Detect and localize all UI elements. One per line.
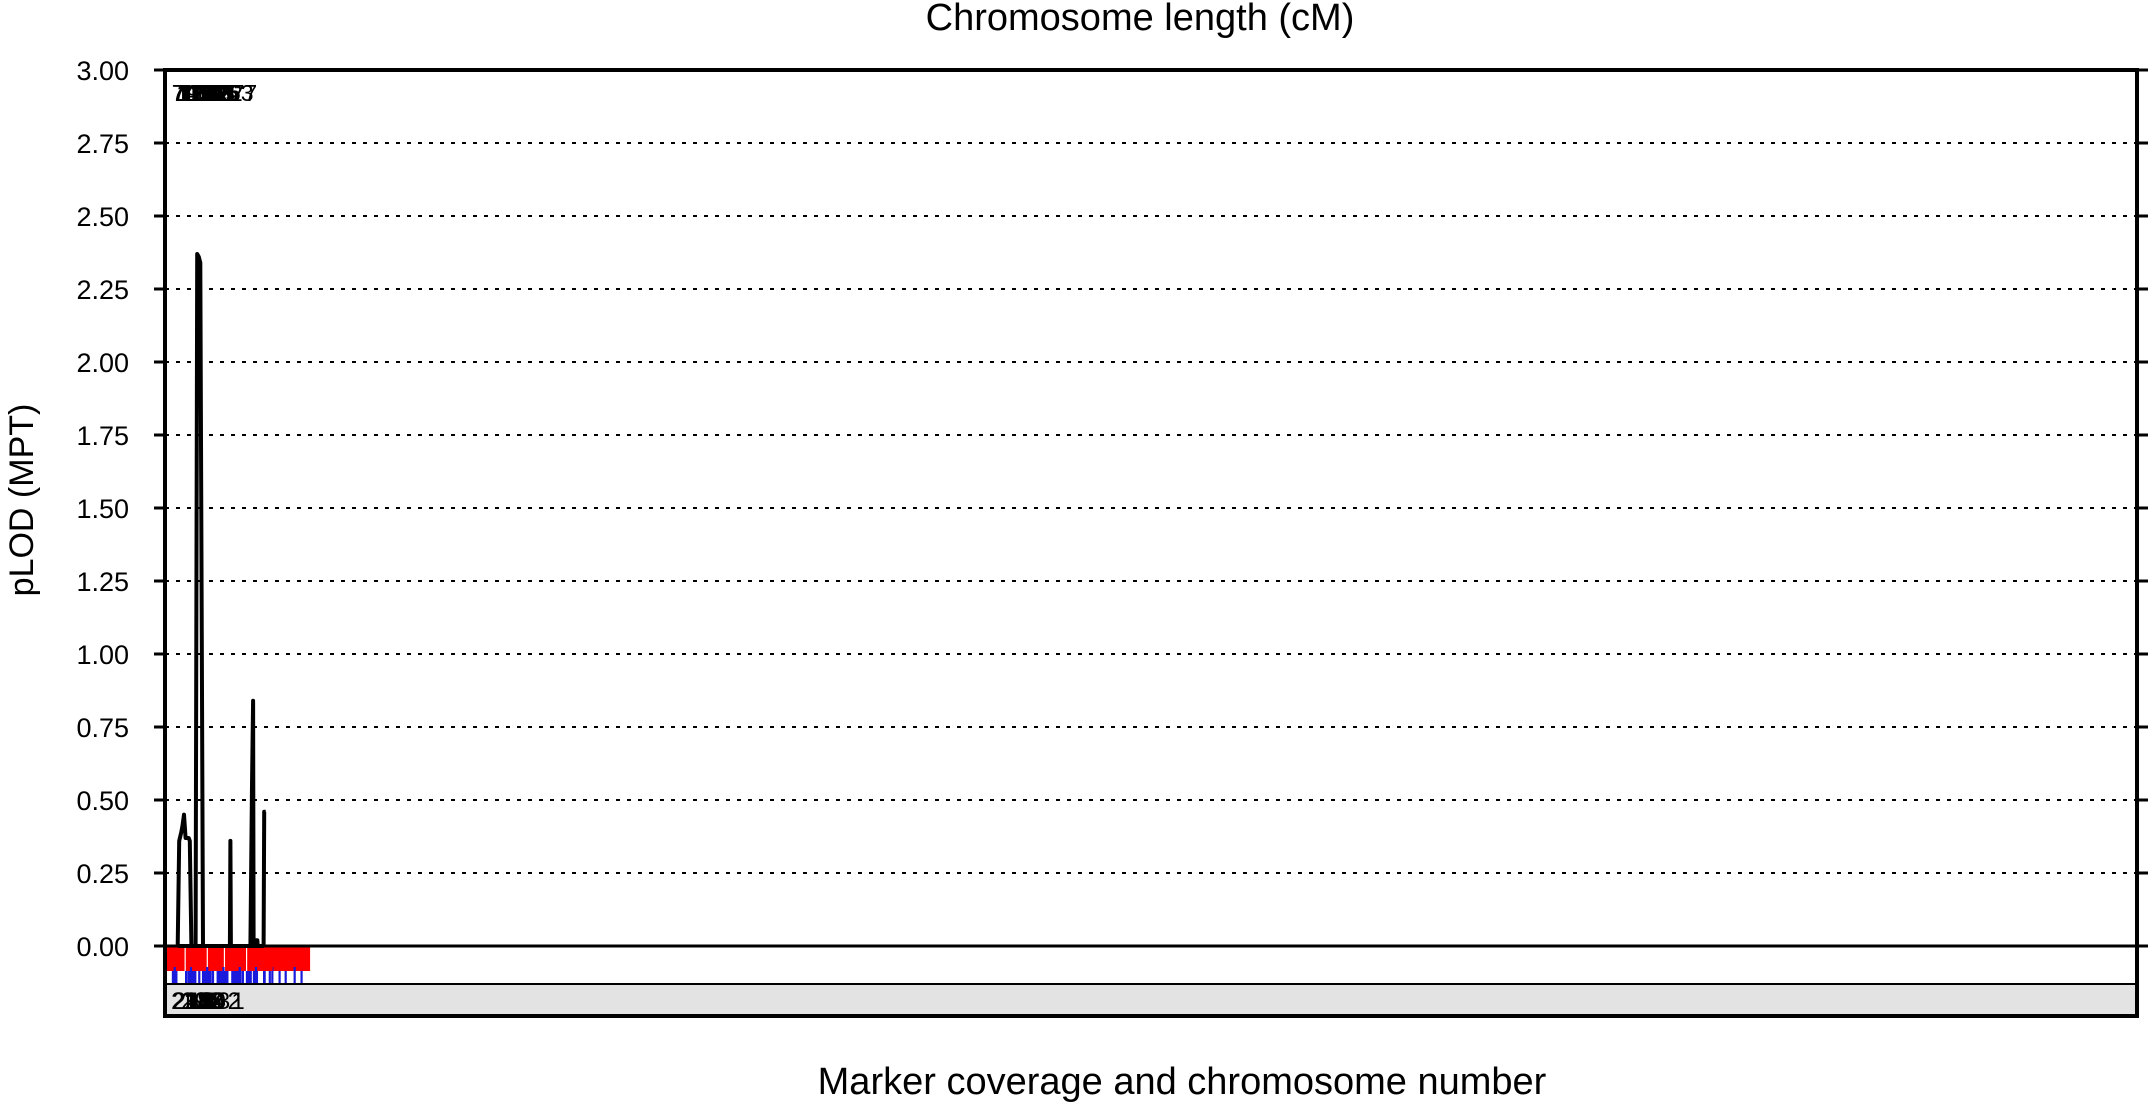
chromosome-number-label: X [207,988,223,1015]
y-tick-label: 1.25 [76,567,129,597]
chromosome-number-label: 14 [185,988,212,1015]
chromosome-number-label: 20 [181,988,208,1015]
y-axis-ticks: 0.00 0.25 0.50 0.75 1.00 1.25 1.50 1.75 2.00 2.25… [76,56,2148,962]
chromosome-number-label: 2 [228,988,241,1015]
chromosome-number-label: 3 [217,988,230,1015]
chromosome-length-label: 155 [187,80,225,106]
y-tick-label: 2.75 [76,129,129,159]
y-tick-label: 0.25 [76,859,129,889]
chromosome-number-label: 11 [193,988,218,1015]
series-line [193,252,205,947]
series-line [253,938,260,947]
y-tick-label: 3.00 [76,56,129,86]
chromosome-length-label: 130 [180,80,218,106]
series-line [227,838,233,947]
chromosome-length-label: 190 [196,80,234,106]
chromosome-number-label: 22 [171,988,198,1015]
chromosome-length-label: 134 [181,80,220,106]
chromosome-length-label: 112 [176,80,213,106]
plod-series [165,252,2137,985]
chromosome-number-label: 1 [231,988,244,1015]
y-tick-label: 0.50 [76,786,129,816]
chromosome-number-label: 18 [184,988,211,1015]
chromosome-length-label: 130 [180,80,218,106]
y-tick-label: 1.75 [76,421,129,451]
series-line [261,809,267,947]
grid-lines [165,142,2137,874]
y-tick-label: 2.25 [76,275,129,305]
y-tick-label: 2.50 [76,202,129,232]
chromosome-number-label: 19 [181,988,208,1015]
chromosome-number-label: 21 [172,988,199,1015]
y-tick-label: 2.00 [76,348,129,378]
y-tick-label: 1.00 [76,640,129,670]
chromosome-number-label: 9 [201,988,214,1015]
chromosome-length-label: 222 [204,80,242,106]
chromosome-length-label: 263 [215,80,253,106]
chromosome-length-label: 206 [200,80,238,106]
chromosome-label-band [165,984,2137,1016]
chromosome-length-label: 79 [173,80,199,106]
chromosome-number-label: 4 [212,988,225,1015]
y-axis-label: pLOD (MPT) [3,404,41,597]
series-line [248,698,256,947]
chromosome-number-label: 5 [213,988,226,1015]
chromosome-number-label: 15 [187,988,214,1015]
chromosome-number-label: 10 [199,988,226,1015]
y-tick-label: 1.50 [76,494,129,524]
chromosome-number-label: 8 [202,988,215,1015]
chromosome-length-label: 205 [200,80,238,106]
chromosome-length-label: 193 [197,80,235,106]
marker-coverage-band [166,946,311,984]
chromosome-length-label: 277 [219,80,257,106]
chromosome-length-label: 191 [196,80,234,106]
y-tick-label: 0.75 [76,713,129,743]
chromosome-length-label: 122 [178,80,216,106]
chromosome-length-label: 111 [177,80,212,106]
chromosome-number-label: 13 [186,988,213,1015]
series-line [175,812,194,947]
chromosome-number-label: 16 [186,988,213,1015]
chromosome-length-label: 180 [193,80,231,106]
chromosome-length-label: 127 [179,80,217,106]
chromosome-length-label: 74 [172,80,198,106]
chromosome-number-label: 6 [208,988,221,1015]
chromosome-columns: 2771263222232054206519061937167816191801… [164,70,2137,1016]
chromosome-number-label: 12 [197,988,224,1015]
chart-title: Chromosome length (cM) [926,0,1355,39]
chromosome-number-label: 7 [209,988,222,1015]
x-axis-label: Marker coverage and chromosome number [818,1061,1547,1103]
chromosome-length-label: 172 [191,80,229,106]
chromosome-length-label: 167 [190,80,228,106]
y-tick-label: 0.00 [76,932,129,962]
chromosome-length-label: 161 [188,80,226,106]
chromosome-number-label: 17 [188,988,215,1015]
plot-frame [163,68,2139,1018]
coverage-segment [166,946,265,971]
chromosome-length-label: 138 [182,80,220,106]
